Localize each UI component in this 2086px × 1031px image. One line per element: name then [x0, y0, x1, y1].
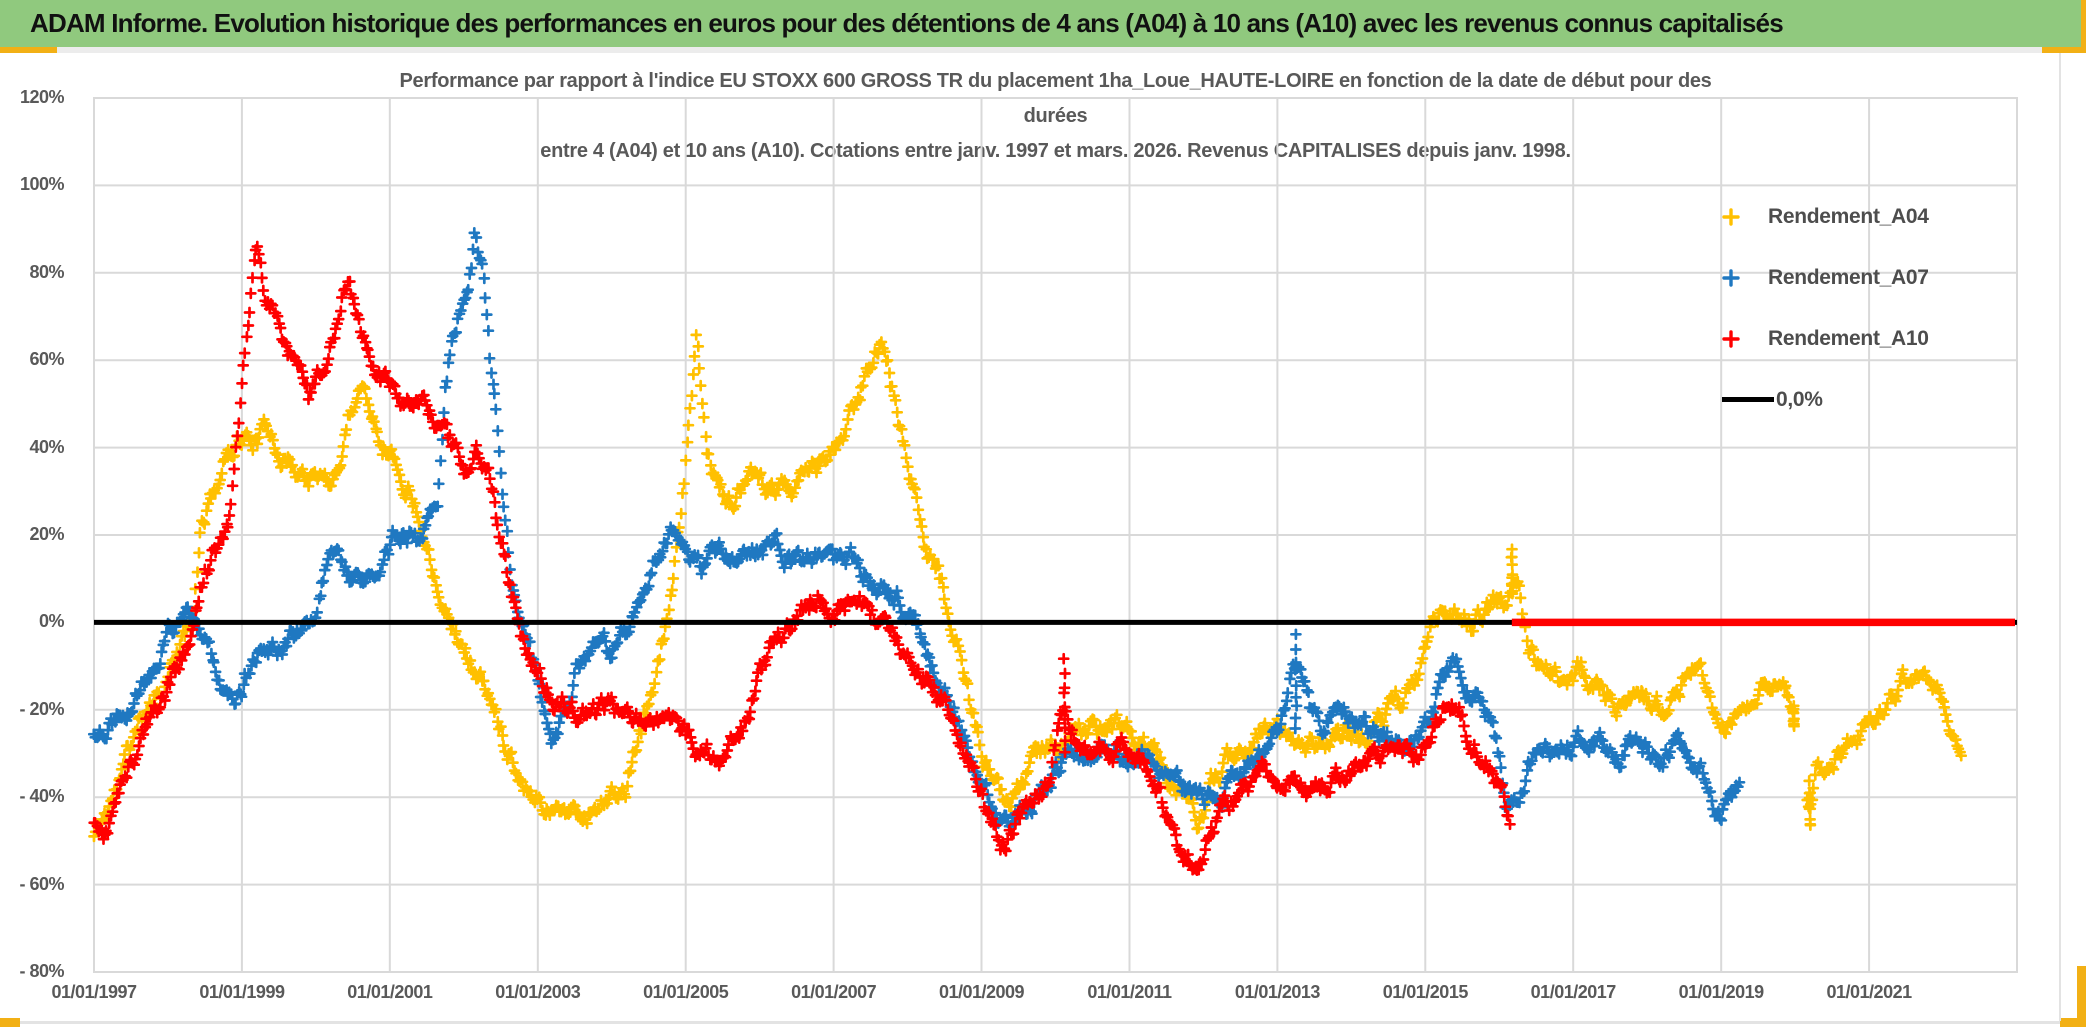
legend-item-rendement-a04[interactable]: Rendement_A04: [1722, 186, 1929, 247]
y-tick-label: - 20%: [19, 698, 64, 719]
plus-marker-icon: [1722, 329, 1740, 348]
chart-title-line-3: entre 4 (A04) et 10 ans (A10). Cotations…: [540, 140, 1571, 162]
page-title: ADAM Informe. Evolution historique des p…: [30, 8, 1784, 38]
bottom-rule: [20, 1021, 2062, 1024]
y-tick-label: 40%: [29, 436, 64, 457]
x-tick-label: 01/01/2019: [1678, 982, 1765, 1002]
title-bar: ADAM Informe. Evolution historique des p…: [0, 0, 2086, 47]
x-tick-label: 01/01/2017: [1530, 982, 1617, 1002]
plus-marker-icon: [1722, 268, 1740, 287]
legend-item-rendement-a07[interactable]: Rendement_A07: [1722, 247, 1929, 308]
legend-label-a07: Rendement_A07: [1768, 265, 1929, 289]
gold-accent-bottom-left: [0, 1018, 20, 1027]
plus-marker-icon: [1722, 207, 1740, 226]
x-tick-label: 01/01/2021: [1826, 982, 1913, 1002]
legend-label-a04: Rendement_A04: [1768, 204, 1929, 228]
x-tick-label: 01/01/2013: [1234, 982, 1321, 1002]
y-tick-label: 120%: [19, 87, 65, 107]
x-tick-label: 01/01/2011: [1087, 982, 1172, 1002]
x-tick-label: 01/01/2003: [495, 982, 581, 1002]
legend-item-zero-line[interactable]: 0,0%: [1722, 369, 1929, 430]
x-tick-label: 01/01/1997: [51, 982, 137, 1002]
legend-label-zero: 0,0%: [1776, 387, 1823, 411]
chart-legend: Rendement_A04 Rendement_A07 Rendement_A1…: [1722, 186, 1929, 430]
x-tick-label: 01/01/2007: [791, 982, 877, 1002]
x-tick-label: 01/01/2005: [643, 982, 729, 1002]
gold-accent-bottom-right: [2060, 1018, 2086, 1027]
plot-border: [93, 97, 2018, 973]
y-tick-label: 80%: [29, 261, 64, 282]
series-rendement_a04: [88, 329, 1968, 843]
zero-line-swatch: [1722, 397, 1774, 402]
x-tick-label: 01/01/2001: [347, 982, 433, 1002]
right-frame-line: [2059, 53, 2061, 1021]
y-tick-label: 100%: [19, 174, 65, 195]
chart-title-line-1: Performance par rapport à l'indice EU ST…: [399, 70, 1712, 92]
gold-accent-top-right: [2042, 47, 2086, 53]
gold-accent-right-bar: [2077, 966, 2086, 1026]
y-tick-label: 20%: [29, 524, 64, 544]
y-tick-label: 0%: [38, 611, 65, 632]
x-tick-label: 01/01/2015: [1382, 982, 1469, 1002]
chart-title-line-2: durées: [1023, 105, 1088, 127]
gold-accent-right-edge: [2081, 0, 2086, 53]
legend-item-rendement-a10[interactable]: Rendement_A10: [1722, 308, 1929, 369]
y-tick-label: - 40%: [19, 786, 64, 807]
series-rendement_a10: [88, 240, 1516, 877]
gold-accent-top-left: [0, 47, 57, 53]
y-tick-label: - 80%: [19, 961, 64, 981]
y-tick-label: - 60%: [19, 873, 64, 894]
x-tick-label: 01/01/1999: [199, 982, 285, 1002]
y-tick-label: 60%: [29, 349, 64, 370]
chart-title: Performance par rapport à l'indice EU ST…: [94, 64, 2017, 169]
x-tick-label: 01/01/2009: [938, 982, 1025, 1002]
title-separator: [0, 47, 2086, 53]
legend-label-a10: Rendement_A10: [1768, 326, 1929, 350]
